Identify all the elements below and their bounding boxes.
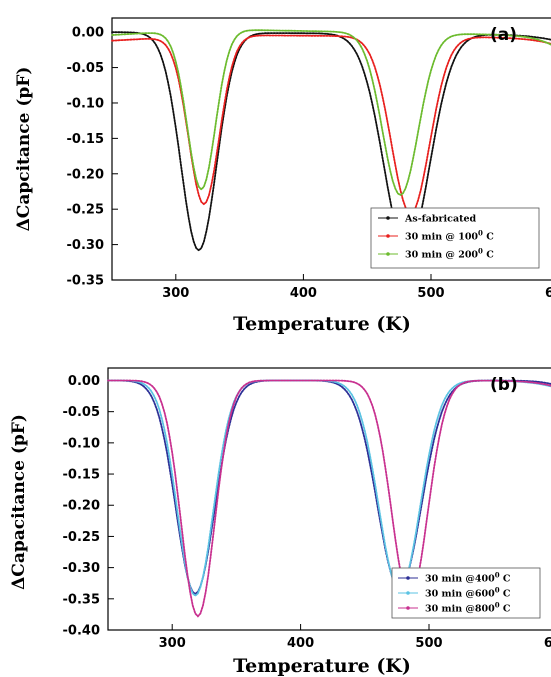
legend-label: As-fabricated <box>404 214 477 225</box>
legend-marker <box>406 591 410 595</box>
panel-b-label: (b) <box>490 375 518 395</box>
y-tick-label: -0.35 <box>63 592 100 607</box>
panel-b-ticks: 3004005006007000.00-0.05-0.10-0.15-0.20-… <box>63 374 551 651</box>
legend-label-sup: 0 <box>495 571 500 580</box>
panel-a-label: (a) <box>490 25 517 45</box>
legend-label-sup: 0 <box>495 586 500 595</box>
legend-marker <box>406 606 410 610</box>
legend-marker <box>386 234 390 238</box>
legend-label-tail: C <box>483 250 494 261</box>
panel-a: 3004005006007000.00-0.05-0.10-0.15-0.20-… <box>14 17 551 335</box>
legend-label-sup: 0 <box>495 601 500 610</box>
legend-entry-3: 30 min @8000 C <box>425 601 511 615</box>
y-tick-label: -0.15 <box>63 468 100 483</box>
series-line-1 <box>107 379 551 595</box>
y-tick-label: -0.25 <box>67 203 104 218</box>
y-tick-label: -0.10 <box>67 96 104 111</box>
legend-label-tail: C <box>483 232 494 243</box>
legend-marker <box>386 216 390 220</box>
x-tick-label: 400 <box>290 286 317 301</box>
legend-marker <box>386 252 390 256</box>
x-tick-label: 600 <box>545 286 551 301</box>
x-tick-label: 300 <box>162 286 189 301</box>
panel-a-ticks: 3004005006007000.00-0.05-0.10-0.15-0.20-… <box>67 26 551 301</box>
y-tick-label: -0.05 <box>67 61 104 76</box>
panel-b-xlabel: Temperature (K) <box>233 655 411 677</box>
x-tick-label: 500 <box>415 636 442 651</box>
legend-entry-2: 30 min @6000 C <box>425 586 511 600</box>
legend-label-tail: C <box>500 589 511 600</box>
legend-marker <box>406 576 410 580</box>
legend-label-tail: C <box>500 604 511 615</box>
panel-b-legend: 30 min @4000 C30 min @6000 C30 min @8000… <box>391 567 541 619</box>
x-tick-label: 600 <box>544 636 551 651</box>
legend-entry-3: 30 min @ 2000 C <box>405 247 494 261</box>
y-tick-label: -0.20 <box>67 167 104 182</box>
legend-label-tail: C <box>500 574 511 585</box>
series-line-3 <box>111 29 551 197</box>
y-tick-label: -0.30 <box>63 561 100 576</box>
series-line-1 <box>111 31 551 252</box>
y-tick-label: -0.15 <box>67 132 104 147</box>
x-tick-label: 400 <box>287 636 314 651</box>
panel-b-ylabel: ΔCapacitance (pF) <box>9 414 29 590</box>
legend-label-sup: 0 <box>478 247 483 256</box>
y-tick-label: -0.35 <box>67 274 104 289</box>
y-tick-label: 0.00 <box>68 374 100 389</box>
y-tick-label: -0.25 <box>63 530 100 545</box>
panel-b-series <box>107 379 551 618</box>
legend-entry-1: 30 min @4000 C <box>425 571 511 585</box>
panel-b: 3004005006007000.00-0.05-0.10-0.15-0.20-… <box>9 367 551 677</box>
series-line-2 <box>111 34 551 215</box>
panel-a-xlabel: Temperature (K) <box>233 313 411 335</box>
legend-label: 30 min @ 200 <box>405 250 478 261</box>
panel-a-legend-box <box>370 207 540 269</box>
legend-label: 30 min @ 100 <box>405 232 478 243</box>
series-line-3 <box>107 379 551 618</box>
series-line-2 <box>107 379 551 597</box>
legend-label-sup: 0 <box>478 229 483 238</box>
y-tick-label: -0.20 <box>63 499 100 514</box>
y-tick-label: -0.10 <box>63 436 100 451</box>
legend-label: 30 min @800 <box>425 604 495 615</box>
legend-label: 30 min @400 <box>425 574 495 585</box>
legend-entry-1: As-fabricated <box>404 214 477 225</box>
y-tick-label: -0.30 <box>67 238 104 253</box>
panel-b-legend-entries: 30 min @4000 C30 min @6000 C30 min @8000… <box>398 571 511 615</box>
y-tick-label: -0.40 <box>63 624 100 639</box>
x-tick-label: 300 <box>159 636 186 651</box>
x-tick-label: 500 <box>417 286 444 301</box>
y-tick-label: 0.00 <box>72 26 104 41</box>
panel-a-ylabel: ΔCapcitance (pF) <box>14 67 34 232</box>
legend-entry-2: 30 min @ 1000 C <box>405 229 494 243</box>
y-tick-label: -0.05 <box>63 405 100 420</box>
legend-label: 30 min @600 <box>425 589 495 600</box>
panel-a-series <box>111 29 551 252</box>
